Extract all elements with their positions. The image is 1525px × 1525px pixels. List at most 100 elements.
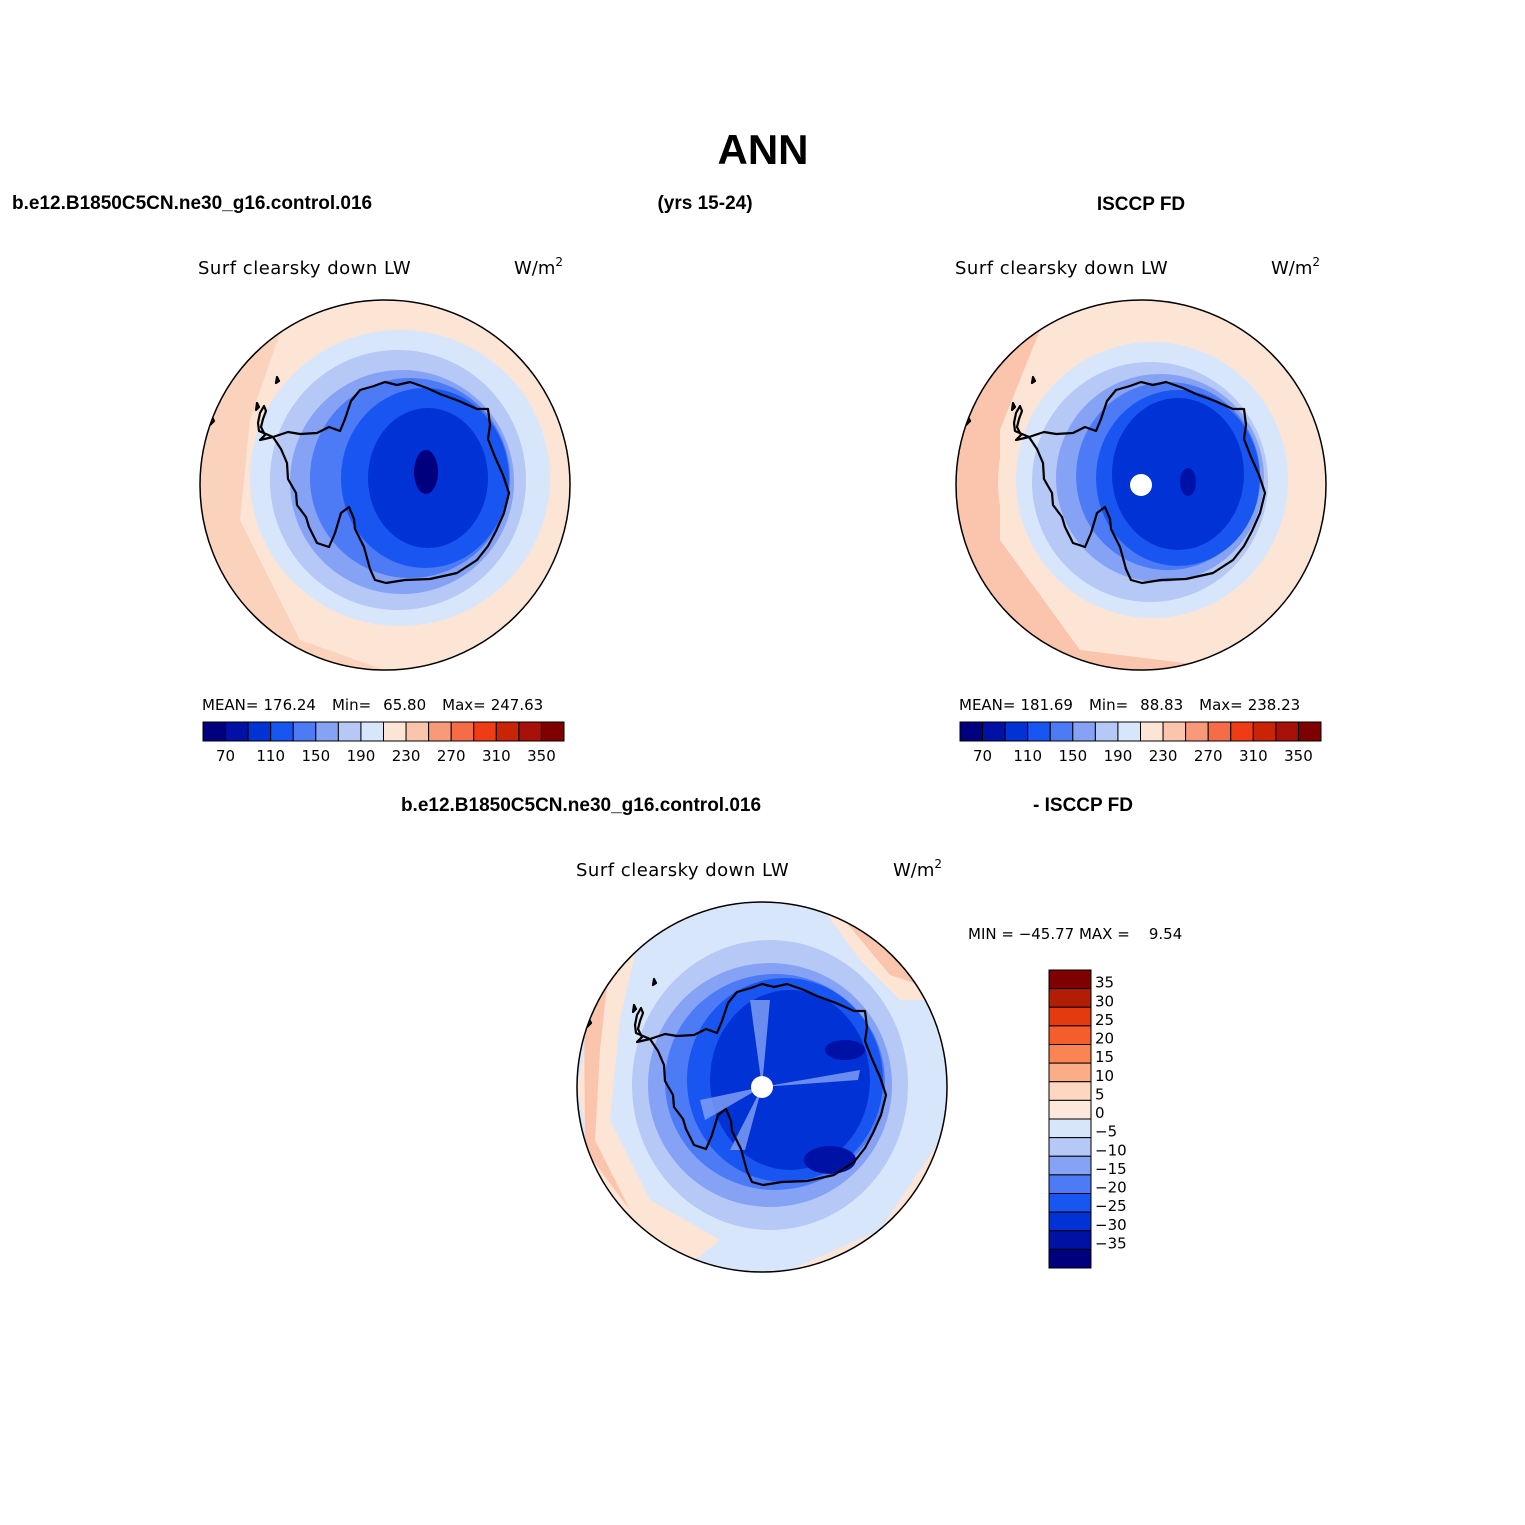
obs-colorbar-swatch [1162,721,1187,742]
diff-colorbar-swatch [1048,1193,1092,1213]
diff-colorbar-swatch [1048,1062,1092,1083]
diff-colorbar-tick-label: 10 [1095,1067,1114,1085]
obs-colorbar-swatch [1207,721,1232,742]
diff-colorbar-tick-label: 5 [1095,1085,1105,1103]
obs-colorbar: 70 110 150 190 230 270 310 350 [959,721,1322,765]
model-colorbar-swatch [383,721,407,742]
obs-colorbar-tick-label: 350 [1284,747,1313,765]
diff-colorbar-tick-label: −15 [1095,1160,1127,1178]
obs-colorbar-tick-label: 310 [1239,747,1268,765]
obs-colorbar-tick-label: 230 [1149,747,1178,765]
obs-panel: Surf clearsky down LW W/m2 MEAN= 181.69 Mi… [955,255,1327,765]
model-colorbar-swatch [337,721,362,742]
obs-colorbar-swatch [1275,721,1299,742]
model-colorbar-swatch [540,721,565,742]
obs-colorbar-tick-label: 150 [1058,747,1087,765]
diff-colorbar-swatch [1048,969,1092,990]
diff-colorbar-swatch [1048,1155,1092,1176]
diff-colorbar-swatch [1048,988,1092,1008]
obs-polar-map [956,300,1326,670]
diff-colorbar-tick-label: 35 [1095,974,1114,992]
diff-colorbar-swatch [1048,1044,1092,1064]
model-colorbar-swatch [495,721,520,742]
obs-name-label: ISCCP FD [1097,194,1185,215]
diff-panel: Surf clearsky down LW W/m2 MI [576,857,1182,1273]
obs-plot-title: Surf clearsky down LW [955,258,1168,279]
model-colorbar-swatch [202,721,227,742]
obs-colorbar-tick-label: 270 [1194,747,1223,765]
obs-colorbar-swatch [1049,721,1074,742]
obs-colorbar-swatch [1252,721,1277,742]
obs-colorbar-swatch [1230,721,1254,742]
diff-colorbar-tick-label: −35 [1095,1234,1127,1252]
diff-colorbar-tick-label: 0 [1095,1104,1105,1122]
obs-colorbar-swatch [1072,721,1096,742]
model-colorbar-swatch [315,721,339,742]
model-colorbar-swatch [450,721,475,742]
diff-colorbar-tick-label: −30 [1095,1216,1127,1234]
obs-colorbar-swatch [959,721,984,742]
diff-colorbar-swatch [1048,1230,1092,1250]
model-polar-map [200,300,570,670]
model-colorbar-swatch [473,721,497,742]
diff-colorbar-swatch [1048,1174,1092,1194]
diff-obs-label: - ISCCP FD [1033,795,1133,816]
obs-colorbar-swatch [1117,721,1141,742]
model-colorbar-tick-label: 190 [347,747,376,765]
model-stats: MEAN= 176.24 Min= 65.80 Max= 247.63 [202,696,543,714]
model-colorbar-swatch [247,721,272,742]
obs-colorbar-swatch [1185,721,1209,742]
model-colorbar-swatch [270,721,294,742]
model-colorbar-tick-label: 230 [392,747,421,765]
obs-colorbar-tick-label: 110 [1013,747,1042,765]
diff-colorbar-swatch [1048,1211,1092,1232]
model-colorbar-tick-label: 350 [527,747,556,765]
diff-colorbar-tick-label: −20 [1095,1179,1127,1197]
figure-title: ANN [718,126,809,173]
diff-polar-map [577,902,947,1272]
diff-colorbar-swatch [1048,1118,1092,1139]
diff-units: W/m2 [893,857,942,881]
obs-colorbar-swatch [1297,721,1322,742]
diff-colorbar-swatch [1048,1099,1092,1120]
obs-colorbar-tick-label: 70 [973,747,992,765]
diff-case-label: b.e12.B1850C5CN.ne30_g16.control.016 [401,795,761,816]
model-panel: Surf clearsky down LW W/m2 MEAN= 176.24 Mi… [198,255,571,765]
diff-colorbar-swatch [1048,1248,1092,1269]
diff-colorbar-tick-label: 25 [1095,1011,1114,1029]
diff-colorbar-swatch [1048,1006,1092,1027]
model-colorbar-swatch [225,721,249,742]
obs-units: W/m2 [1271,255,1320,279]
model-colorbar-swatch [405,721,430,742]
obs-colorbar-swatch [1004,721,1029,742]
obs-colorbar-swatch [982,721,1006,742]
diff-colorbar-tick-label: −25 [1095,1197,1127,1215]
model-colorbar-tick-label: 150 [301,747,330,765]
obs-colorbar-tick-label: 190 [1104,747,1133,765]
model-colorbar-tick-label: 110 [256,747,285,765]
model-colorbar-tick-label: 70 [216,747,235,765]
diff-minmax: MIN = −45.77 MAX = 9.54 [968,925,1182,943]
diff-colorbar-swatch [1048,1081,1092,1101]
model-colorbar-swatch [360,721,384,742]
diff-colorbar-tick-label: −5 [1095,1123,1117,1141]
model-colorbar-swatch [428,721,452,742]
model-colorbar-tick-label: 310 [482,747,511,765]
obs-stats: MEAN= 181.69 Min= 88.83 Max= 238.23 [959,696,1300,714]
obs-colorbar-swatch [1140,721,1164,742]
diff-colorbar-swatch [1048,1137,1092,1157]
years-label: (yrs 15-24) [657,193,752,214]
obs-colorbar-swatch [1027,721,1051,742]
model-colorbar-tick-label: 270 [437,747,466,765]
model-colorbar-swatch [518,721,542,742]
diff-colorbar-tick-label: 15 [1095,1048,1114,1066]
model-colorbar: 70 110 150 190 230 270 310 350 [202,721,565,765]
model-colorbar-swatch [292,721,317,742]
model-plot-title: Surf clearsky down LW [198,258,411,279]
model-units: W/m2 [514,255,563,279]
diff-colorbar-tick-label: 20 [1095,1030,1114,1048]
diff-plot-title: Surf clearsky down LW [576,860,789,881]
diff-colorbar-tick-label: −10 [1095,1141,1127,1159]
